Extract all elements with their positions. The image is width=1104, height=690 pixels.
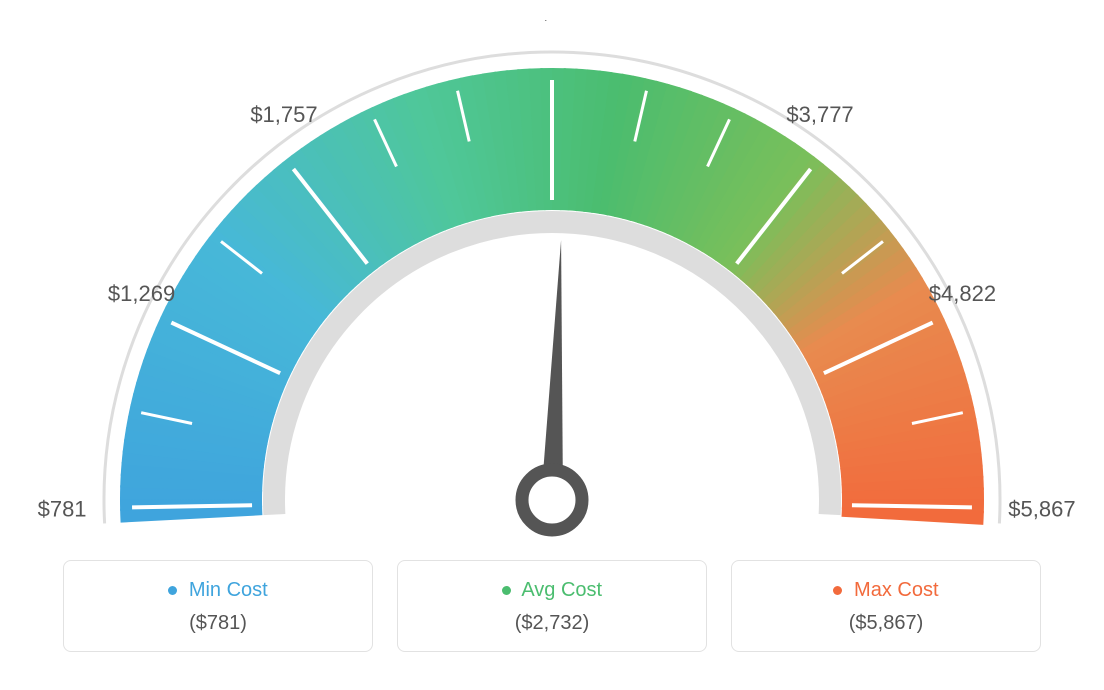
dot-icon: [502, 586, 511, 595]
gauge-tick-label: $3,777: [786, 102, 853, 127]
gauge-svg: $781 $1,269 $1,757 $2,732 $3,777 $4,822 $5,867: [20, 20, 1084, 540]
legend-min-text: Min Cost: [189, 579, 268, 601]
legend-avg-value: ($2,732): [410, 612, 694, 635]
gauge-tick-label: $1,757: [250, 102, 317, 127]
gauge-tick-label: $5,867: [1008, 497, 1075, 522]
legend-card-avg: Avg Cost ($2,732): [397, 560, 707, 652]
legend-label-min: Min Cost: [76, 579, 360, 602]
legend-label-max: Max Cost: [744, 579, 1028, 602]
gauge-tick-label: $4,822: [929, 281, 996, 306]
legend-max-text: Max Cost: [854, 579, 938, 601]
legend-avg-text: Avg Cost: [521, 579, 602, 601]
legend-min-value: ($781): [76, 612, 360, 635]
gauge-tick-label: $1,269: [108, 281, 175, 306]
legend-max-value: ($5,867): [744, 612, 1028, 635]
legend-card-max: Max Cost ($5,867): [731, 560, 1041, 652]
dot-icon: [168, 586, 177, 595]
legend-row: Min Cost ($781) Avg Cost ($2,732) Max Co…: [20, 560, 1084, 652]
legend-card-min: Min Cost ($781): [63, 560, 373, 652]
legend-label-avg: Avg Cost: [410, 579, 694, 602]
gauge-tick-label: $2,732: [518, 20, 585, 23]
gauge-tick-label: $781: [38, 497, 87, 522]
dot-icon: [833, 586, 842, 595]
gauge-chart: $781 $1,269 $1,757 $2,732 $3,777 $4,822 $5,867: [20, 20, 1084, 540]
